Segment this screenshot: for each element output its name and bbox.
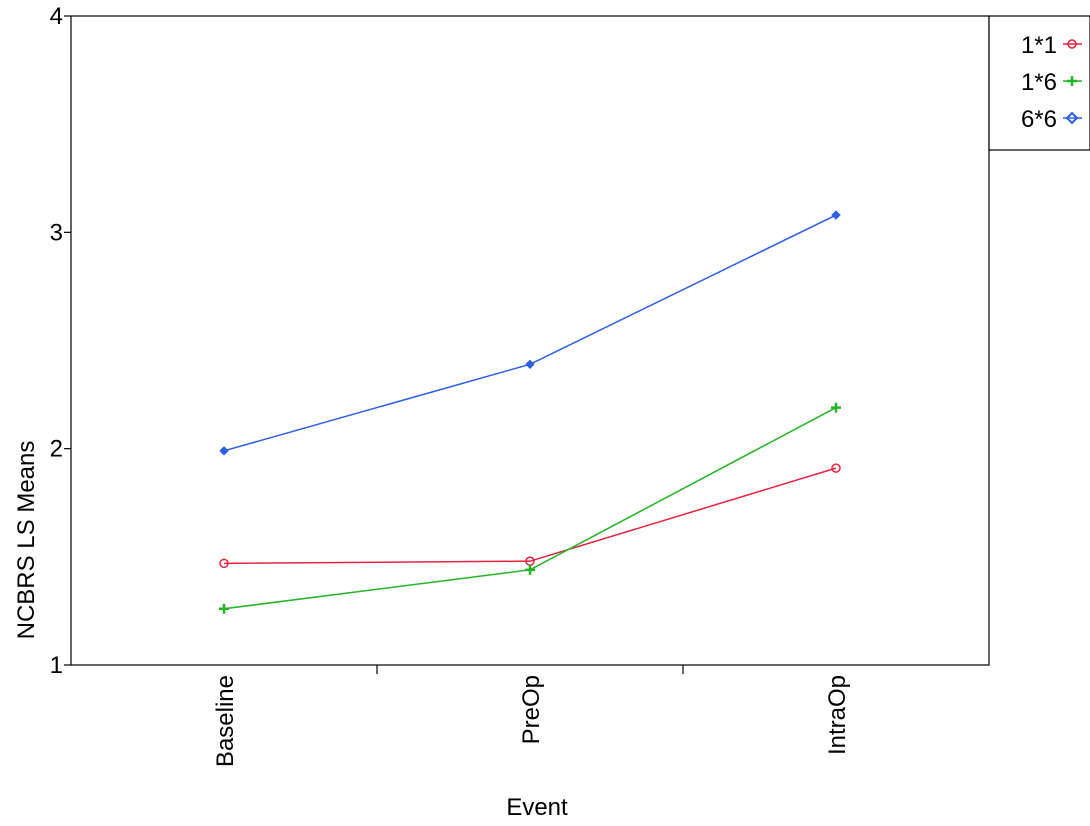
series-3	[219, 210, 841, 456]
legend-marker	[1067, 39, 1077, 49]
y-axis-title: NCBRS LS Means	[13, 441, 40, 640]
plot-frame	[70, 15, 990, 666]
series-2	[219, 402, 841, 614]
y-tick-label: 3	[50, 219, 63, 246]
data-point	[219, 558, 229, 569]
series-line	[223, 406, 837, 610]
legend-marker	[1065, 111, 1079, 125]
x-axis-title: Event	[506, 794, 568, 821]
y-tick-label: 4	[50, 3, 63, 30]
legend-item: 6*6	[1021, 106, 1082, 133]
data-point	[831, 463, 841, 473]
data-point	[831, 210, 841, 220]
series-line	[223, 467, 837, 565]
data-point	[219, 603, 229, 614]
legend-label: 1*1	[1021, 32, 1057, 59]
legend-label: 1*6	[1021, 69, 1057, 96]
x-tick-label: Baseline	[212, 675, 239, 767]
series-1	[219, 463, 841, 569]
data-point	[525, 564, 535, 575]
legend-item: 1*6	[1021, 69, 1082, 96]
series-layer	[219, 210, 841, 614]
series-line	[223, 214, 837, 452]
data-point	[219, 446, 229, 456]
data-point	[831, 402, 841, 413]
y-tick-label: 1	[50, 652, 63, 679]
legend-item: 1*1	[1021, 32, 1082, 59]
legend: 1*1 1*6 6*6	[988, 15, 1090, 151]
x-tick-label: PreOp	[518, 675, 545, 744]
y-tick-label: 2	[50, 436, 63, 463]
legend-marker	[1067, 76, 1077, 86]
x-tick-label: IntraOp	[824, 675, 851, 755]
x-axis: Baseline PreOp IntraOp	[212, 665, 851, 767]
data-point	[525, 359, 535, 370]
y-axis: 1 2 3 4	[50, 3, 71, 679]
legend-label: 6*6	[1021, 106, 1057, 133]
